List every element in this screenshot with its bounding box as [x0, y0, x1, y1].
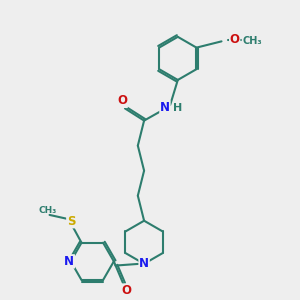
Text: N: N — [160, 101, 170, 114]
Text: CH₃: CH₃ — [242, 36, 262, 46]
Text: O: O — [122, 284, 132, 297]
Text: CH₃: CH₃ — [39, 206, 57, 215]
Text: S: S — [67, 215, 75, 228]
Text: N: N — [139, 257, 149, 270]
Text: O: O — [117, 94, 127, 107]
Text: N: N — [64, 255, 74, 268]
Text: H: H — [173, 103, 182, 113]
Text: O: O — [230, 34, 240, 46]
